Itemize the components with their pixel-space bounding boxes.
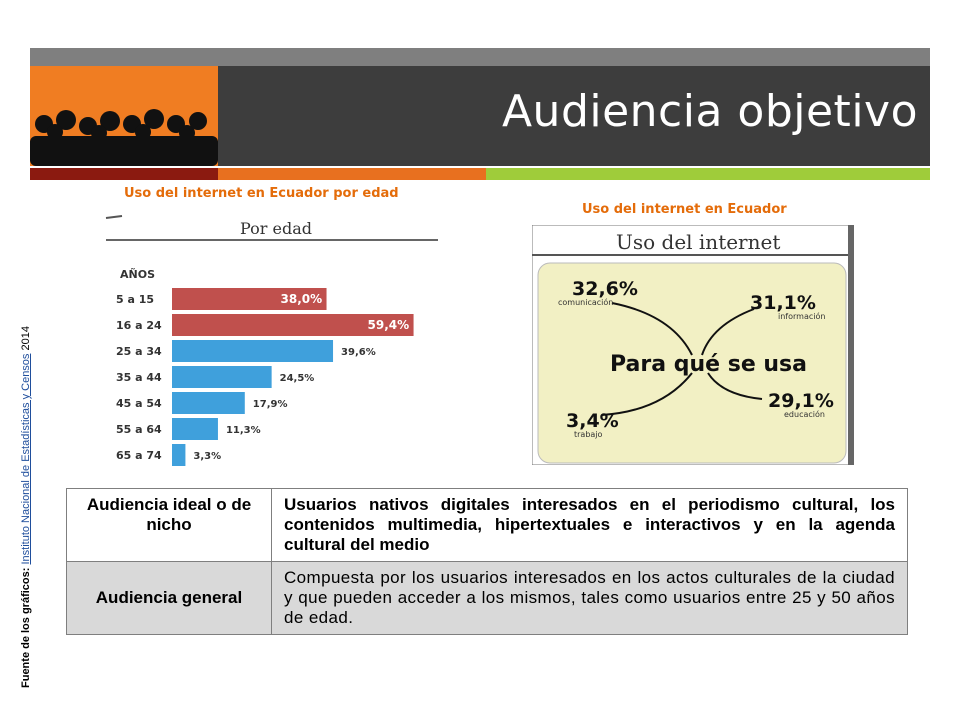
data-label: 24,5% xyxy=(280,373,315,384)
stripe-green xyxy=(486,168,930,180)
audience-description: Compuesta por los usuarios interesados e… xyxy=(271,561,908,635)
category-header: AÑOS xyxy=(120,268,155,281)
stripe-orange xyxy=(218,168,486,180)
tick-label: 55 a 64 xyxy=(116,423,162,436)
value-informacion: 31,1% xyxy=(750,292,816,314)
tick-label: 16 a 24 xyxy=(116,319,162,332)
data-label: 59,4% xyxy=(368,318,410,332)
crowd-silhouette-icon xyxy=(30,109,218,166)
chart-caption-age: Uso del internet en Ecuador por edad xyxy=(124,186,399,201)
tick-label: 35 a 44 xyxy=(116,371,162,384)
infographic-center-label: Para qué se usa xyxy=(610,352,807,377)
source-year: 2014 xyxy=(20,326,32,351)
label-educacion: educación xyxy=(784,409,825,419)
infographic-title: Uso del internet xyxy=(616,230,780,254)
data-label: 11,3% xyxy=(226,425,261,436)
label-informacion: información xyxy=(778,311,825,321)
data-label: 39,6% xyxy=(341,347,376,358)
audience-description: Usuarios nativos digitales interesados e… xyxy=(271,488,908,562)
tick-label: 45 a 54 xyxy=(116,397,162,410)
bar xyxy=(172,288,327,310)
chart-title: Por edad xyxy=(240,219,312,238)
top-accent-bar xyxy=(30,48,930,66)
age-bar-chart: Por edad AÑOS 5 a 15 38,0% 16 a 24 59,4% 25 … xyxy=(104,212,438,470)
source-link[interactable]: Instituto Nacional de Estadísticas y Cen… xyxy=(20,353,32,565)
bar xyxy=(172,340,334,362)
slide-title: Audiencia objetivo xyxy=(501,86,918,137)
age-bar-chart-svg: Por edad AÑOS 5 a 15 38,0% 16 a 24 59,4% 25 … xyxy=(105,215,438,466)
label-comunicacion: comunicación xyxy=(558,297,613,307)
tick-label: 5 a 15 xyxy=(116,293,154,306)
data-label: 17,9% xyxy=(253,399,288,410)
connector-lines xyxy=(601,302,763,416)
infographic-edge xyxy=(848,225,854,465)
source-label: Fuente de los gráficos: xyxy=(20,567,32,688)
data-label: 38,0% xyxy=(281,292,323,306)
source-note: Fuente de los gráficos: Instituto Nacion… xyxy=(20,218,36,688)
usage-infographic-svg: Uso del internet Para qué se usa 32,6% c… xyxy=(531,224,855,466)
label-trabajo: trabajo xyxy=(574,430,603,439)
data-label: 3,3% xyxy=(193,451,221,462)
tick-label: 65 a 74 xyxy=(116,449,162,462)
usage-infographic: Uso del internet Para qué se usa 32,6% c… xyxy=(531,224,855,466)
bar xyxy=(172,366,272,388)
audience-crowd-image xyxy=(30,66,218,166)
stripe-dark-red xyxy=(30,168,218,180)
bar xyxy=(172,418,218,440)
value-trabajo: 3,4% xyxy=(566,410,619,432)
chart-top-line xyxy=(105,215,123,219)
tick-label: 25 a 34 xyxy=(116,345,162,358)
chart-caption-usage: Uso del internet en Ecuador xyxy=(582,202,787,217)
audience-table: Audiencia ideal o de nicho Usuarios nati… xyxy=(66,488,908,635)
header-stripes xyxy=(30,168,930,180)
audience-key: Audiencia ideal o de nicho xyxy=(66,488,272,562)
audience-key: Audiencia general xyxy=(66,561,272,635)
value-comunicacion: 32,6% xyxy=(572,278,638,300)
bar xyxy=(172,392,245,414)
table-row: Audiencia ideal o de nicho Usuarios nati… xyxy=(66,488,908,562)
table-row: Audiencia general Compuesta por los usua… xyxy=(66,561,908,635)
bar xyxy=(172,444,186,466)
value-educacion: 29,1% xyxy=(768,390,834,412)
bar xyxy=(172,314,414,336)
